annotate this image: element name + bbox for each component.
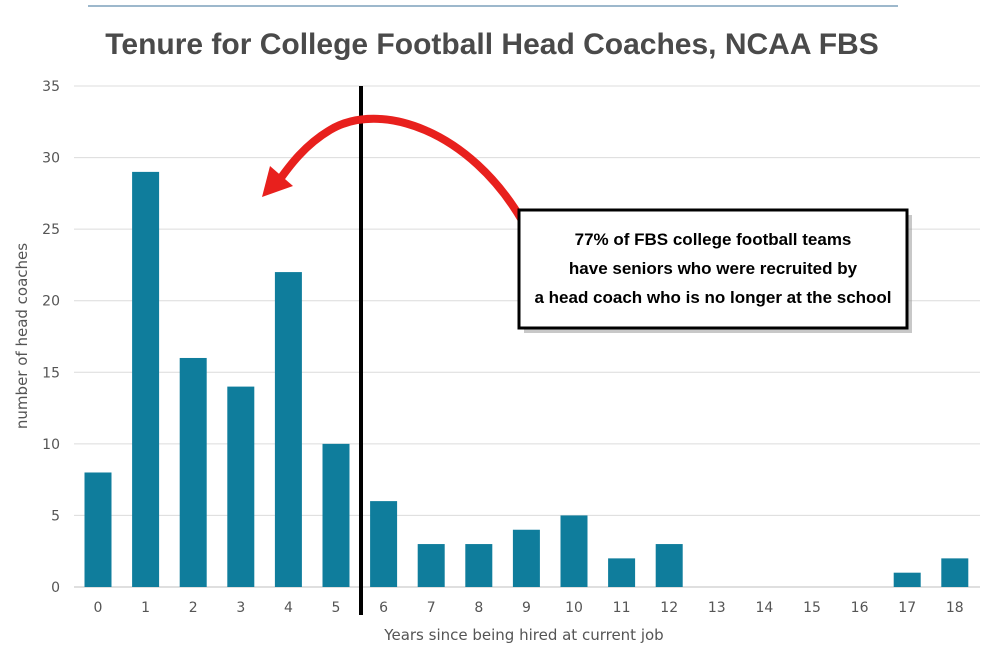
chart-title: Tenure for College Football Head Coaches… <box>105 28 878 61</box>
arrow <box>262 114 527 226</box>
x-tick-label: 4 <box>284 600 293 616</box>
y-tick-label: 15 <box>42 365 60 381</box>
bar <box>560 515 588 587</box>
bar <box>655 544 683 587</box>
bar <box>227 386 255 587</box>
x-tick-label: 9 <box>522 600 531 616</box>
y-axis-label: number of head coaches <box>13 243 31 429</box>
x-tick-label: 12 <box>660 600 678 616</box>
x-axis-label: Years since being hired at current job <box>383 626 663 644</box>
bar <box>512 529 540 587</box>
bar <box>322 443 350 587</box>
gridlines <box>74 85 980 588</box>
bar <box>370 501 398 587</box>
bar <box>608 558 636 587</box>
x-tick-label: 10 <box>565 600 583 616</box>
y-tick-label: 20 <box>42 294 60 310</box>
bars <box>84 171 969 587</box>
annotation-line-3: a head coach who is no longer at the sch… <box>534 288 891 307</box>
x-tick-label: 6 <box>379 600 388 616</box>
annotation-frame <box>517 208 909 330</box>
bar <box>274 272 302 587</box>
bar <box>465 544 493 587</box>
bar <box>941 558 969 587</box>
y-tick-label: 5 <box>51 508 60 524</box>
x-tick-label: 7 <box>427 600 436 616</box>
y-tick-label: 0 <box>51 580 60 596</box>
x-tick-label: 0 <box>94 600 103 616</box>
x-tick-label: 5 <box>332 600 341 616</box>
y-tick-label: 25 <box>42 222 60 238</box>
annotation-box: 77% of FBS college football teams have s… <box>517 208 912 333</box>
x-tick-label: 3 <box>236 600 245 616</box>
x-tick-label: 14 <box>755 600 773 616</box>
y-tick-label: 35 <box>42 79 60 95</box>
x-tick-label: 18 <box>946 600 964 616</box>
y-axis-ticks: 0 5 10 15 20 25 30 35 <box>42 79 60 596</box>
x-tick-label: 8 <box>474 600 483 616</box>
x-tick-label: 11 <box>613 600 631 616</box>
annotation-line-1: 77% of FBS college football teams <box>575 230 852 249</box>
bar <box>893 572 921 587</box>
y-tick-label: 30 <box>42 151 60 167</box>
x-tick-label: 15 <box>803 600 821 616</box>
bar <box>179 357 207 587</box>
arrow-head <box>262 166 293 197</box>
x-tick-label: 2 <box>189 600 198 616</box>
x-tick-label: 17 <box>898 600 916 616</box>
x-tick-label: 13 <box>708 600 726 616</box>
bar <box>417 544 445 587</box>
arrow-curve <box>274 114 527 226</box>
x-axis-ticks: 0 1 2 3 4 5 6 7 8 9 10 11 12 13 14 15 16 17 18 <box>94 600 964 616</box>
y-tick-label: 10 <box>42 437 60 453</box>
x-tick-label: 1 <box>141 600 150 616</box>
bar <box>84 472 112 587</box>
annotation-line-2: have seniors who were recruited by <box>569 259 858 278</box>
bar <box>132 171 160 587</box>
x-tick-label: 16 <box>851 600 869 616</box>
